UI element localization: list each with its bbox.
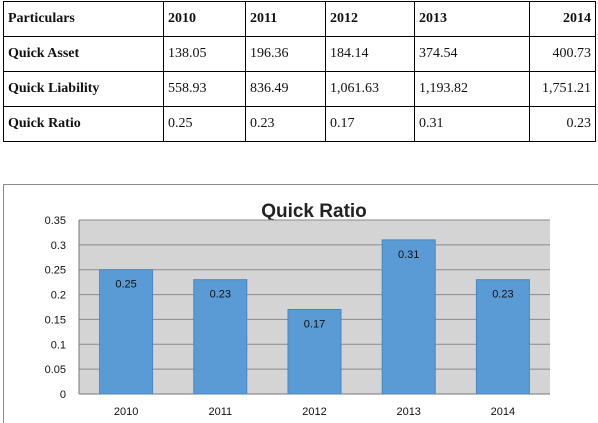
x-tick-label: 2011 xyxy=(208,406,232,418)
data-label: 0.23 xyxy=(210,289,231,301)
x-tick-label: 2013 xyxy=(396,406,420,418)
x-tick-label: 2012 xyxy=(302,406,326,418)
x-tick-label: 2014 xyxy=(491,406,515,418)
table-cell: 196.36 xyxy=(245,36,326,72)
table-cell: 836.49 xyxy=(245,71,326,107)
y-tick-label: 0.1 xyxy=(51,339,66,351)
chart-title: Quick Ratio xyxy=(261,201,367,222)
y-tick-label: 0.2 xyxy=(51,290,66,302)
table-cell: 138.05 xyxy=(163,36,246,72)
bar xyxy=(193,279,248,395)
table-cell: 1,061.63 xyxy=(325,71,415,107)
quick-ratio-chart: Quick Ratio 0 0.05 0.1 0.15 0.2 0.25 0.3 0.35 0.2… xyxy=(3,184,598,423)
header-particulars: Particulars xyxy=(3,1,164,37)
row-label: Quick Asset xyxy=(3,36,164,72)
header-year: 2011 xyxy=(245,1,326,37)
y-tick-label: 0 xyxy=(60,389,66,401)
row-label: Quick Ratio xyxy=(3,106,164,142)
table-row: Quick Ratio 0.25 0.23 0.17 0.31 0.23 xyxy=(3,106,596,142)
y-tick-label: 0.3 xyxy=(51,240,66,252)
table-cell: 0.23 xyxy=(529,106,596,142)
row-label: Quick Liability xyxy=(3,71,164,107)
table-row: Quick Liability 558.93 836.49 1,061.63 1… xyxy=(3,71,596,107)
data-label: 0.23 xyxy=(492,289,513,301)
table-cell: 0.25 xyxy=(163,106,246,142)
header-year: 2012 xyxy=(325,1,415,37)
header-year: 2014 xyxy=(529,1,596,37)
bar xyxy=(475,279,530,395)
chart-canvas: Quick Ratio 0 0.05 0.1 0.15 0.2 0.25 0.3 0.35 0.2… xyxy=(45,201,550,418)
table-cell: 184.14 xyxy=(325,36,415,72)
data-label: 0.25 xyxy=(115,279,136,291)
y-tick-label: 0.15 xyxy=(45,314,66,326)
y-tick-label: 0.25 xyxy=(45,265,66,277)
y-tick-label: 0.05 xyxy=(45,364,66,376)
table-cell: 0.31 xyxy=(414,106,530,142)
table-row: Quick Asset 138.05 196.36 184.14 374.54 … xyxy=(3,36,596,72)
bar xyxy=(99,269,154,395)
table-header-row: Particulars 2010 2011 2012 2013 2014 xyxy=(3,1,596,37)
bar xyxy=(381,239,436,395)
table-cell: 1,751.21 xyxy=(529,71,596,107)
table-cell: 0.23 xyxy=(245,106,326,142)
data-label: 0.17 xyxy=(304,318,325,330)
table-cell: 558.93 xyxy=(163,71,246,107)
table-cell: 374.54 xyxy=(414,36,530,72)
table-cell: 1,193.82 xyxy=(414,71,530,107)
table-cell: 0.17 xyxy=(325,106,415,142)
y-tick-label: 0.35 xyxy=(45,215,66,227)
financial-table: Particulars 2010 2011 2012 2013 2014 Qui… xyxy=(3,1,596,142)
header-year: 2013 xyxy=(414,1,530,37)
x-tick-label: 2010 xyxy=(114,406,138,418)
table-cell: 400.73 xyxy=(529,36,596,72)
header-year: 2010 xyxy=(163,1,246,37)
bar xyxy=(287,308,342,395)
data-label: 0.31 xyxy=(398,249,419,261)
